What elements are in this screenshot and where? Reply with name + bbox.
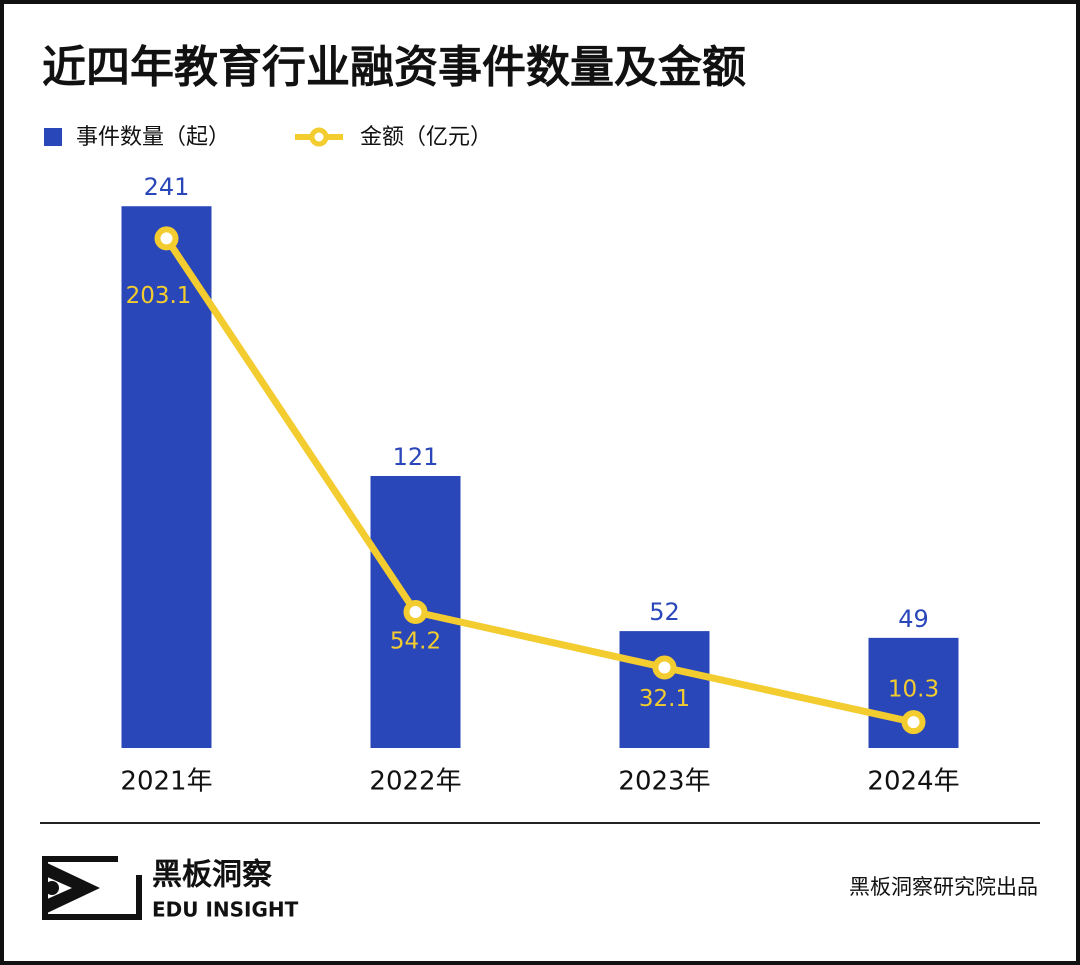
legend-label: 金额（亿元） bbox=[360, 125, 492, 150]
line-point bbox=[154, 226, 179, 251]
bar-value-label: 241 bbox=[144, 173, 190, 201]
brand-name: 黑板洞察 bbox=[152, 858, 273, 893]
line-value-label: 54.2 bbox=[390, 629, 441, 655]
x-tick-label: 2023年 bbox=[618, 767, 710, 797]
legend-marker bbox=[309, 127, 329, 147]
x-tick-label: 2024年 bbox=[867, 767, 959, 797]
logo-eye bbox=[45, 862, 100, 914]
x-tick-label: 2021年 bbox=[120, 767, 212, 797]
logo bbox=[42, 855, 144, 920]
legend-swatch bbox=[44, 128, 62, 146]
brand-en: EDU INSIGHT bbox=[152, 898, 299, 922]
bar-value-label: 121 bbox=[393, 443, 439, 471]
logo-pupil bbox=[45, 881, 59, 895]
line bbox=[163, 236, 915, 726]
x-tick-label: 2022年 bbox=[369, 767, 461, 797]
legend-label: 事件数量（起） bbox=[76, 125, 230, 150]
chart-title: 近四年教育行业融资事件数量及金额 bbox=[42, 42, 746, 93]
bar-value-label: 52 bbox=[649, 598, 680, 626]
line-value-label: 10.3 bbox=[888, 677, 939, 703]
line-value-label: 32.1 bbox=[639, 686, 690, 712]
line-point bbox=[403, 600, 428, 625]
bar bbox=[619, 631, 710, 748]
bar-value-label: 49 bbox=[898, 605, 929, 633]
source-note: 黑板洞察研究院出品 bbox=[849, 875, 1038, 899]
logo-gap bbox=[118, 855, 144, 875]
line-point bbox=[652, 655, 677, 680]
line-value-label: 203.1 bbox=[126, 283, 192, 309]
line-point bbox=[901, 710, 926, 735]
bar bbox=[121, 206, 212, 748]
